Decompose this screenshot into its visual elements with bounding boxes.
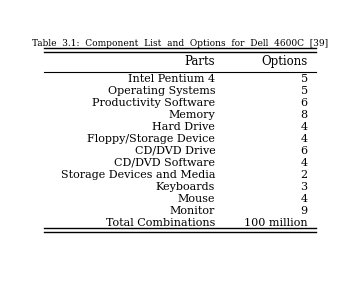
Text: 4: 4 [300,158,308,168]
Text: 4: 4 [300,122,308,132]
Text: Options: Options [261,55,308,68]
Text: Hard Drive: Hard Drive [152,122,215,132]
Text: Intel Pentium 4: Intel Pentium 4 [128,73,215,83]
Text: 6: 6 [300,146,308,156]
Text: CD/DVD Software: CD/DVD Software [114,158,215,168]
Text: Monitor: Monitor [170,206,215,216]
Text: 100 million: 100 million [244,218,308,228]
Text: Memory: Memory [168,110,215,120]
Text: Operating Systems: Operating Systems [108,86,215,96]
Text: 9: 9 [300,206,308,216]
Text: Floppy/Storage Device: Floppy/Storage Device [87,134,215,144]
Text: 4: 4 [300,134,308,144]
Text: Parts: Parts [185,55,215,68]
Text: Table  3.1:  Component  List  and  Options  for  Dell  4600C  [39]: Table 3.1: Component List and Options fo… [32,39,328,48]
Text: 6: 6 [300,98,308,108]
Text: 8: 8 [300,110,308,120]
Text: Storage Devices and Media: Storage Devices and Media [61,170,215,180]
Text: Keyboards: Keyboards [156,182,215,192]
Text: Mouse: Mouse [178,194,215,204]
Text: Total Combinations: Total Combinations [106,218,215,228]
Text: CD/DVD Drive: CD/DVD Drive [134,146,215,156]
Text: 5: 5 [300,86,308,96]
Text: Productivity Software: Productivity Software [92,98,215,108]
Text: 3: 3 [300,182,308,192]
Text: 4: 4 [300,194,308,204]
Text: 2: 2 [300,170,308,180]
Text: 5: 5 [300,73,308,83]
